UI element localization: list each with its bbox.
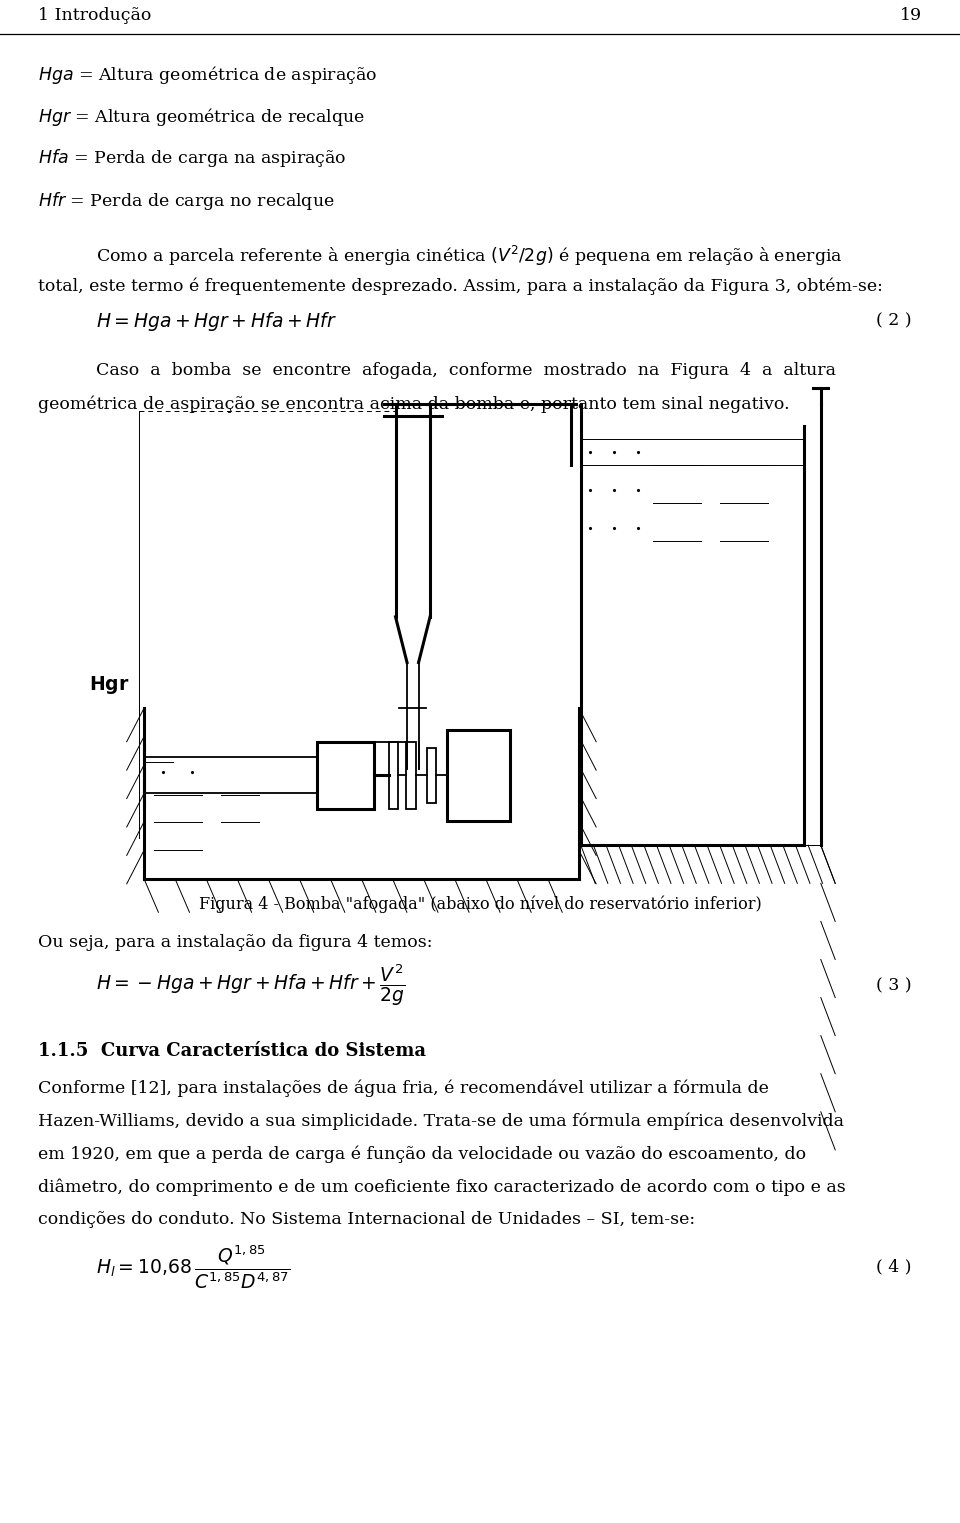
Bar bbox=[447, 730, 510, 821]
Text: Caso  a  bomba  se  encontre  afogada,  conforme  mostrado  na  Figura  4  a  al: Caso a bomba se encontre afogada, confor… bbox=[96, 362, 836, 379]
Text: ( 2 ): ( 2 ) bbox=[876, 312, 912, 330]
Text: $\mathit{Hfa}$ = Perda de carga na aspiração: $\mathit{Hfa}$ = Perda de carga na aspir… bbox=[38, 148, 347, 169]
Text: Ou seja, para a instalação da figura 4 temos:: Ou seja, para a instalação da figura 4 t… bbox=[38, 934, 433, 950]
Text: $\mathit{Hfr}$ = Perda de carga no recalque: $\mathit{Hfr}$ = Perda de carga no recal… bbox=[38, 190, 335, 212]
Bar bbox=[389, 742, 398, 809]
Text: diâmetro, do comprimento e de um coeficiente fixo caracterizado de acordo com o : diâmetro, do comprimento e de um coefici… bbox=[38, 1179, 846, 1196]
Text: Conforme [12], para instalações de água fria, é recomendável utilizar a fórmula : Conforme [12], para instalações de água … bbox=[38, 1080, 769, 1097]
Text: total, este termo é frequentemente desprezado. Assim, para a instalação da Figur: total, este termo é frequentemente despr… bbox=[38, 277, 883, 294]
Text: $H = -Hga + Hgr + Hfa + Hfr + \dfrac{V^2}{2g}$: $H = -Hga + Hgr + Hfa + Hfr + \dfrac{V^2… bbox=[96, 963, 406, 1008]
Text: $\mathit{Hga}$ = Altura geométrica de aspiração: $\mathit{Hga}$ = Altura geométrica de as… bbox=[38, 64, 377, 85]
Text: 1.1.5  Curva Característica do Sistema: 1.1.5 Curva Característica do Sistema bbox=[38, 1042, 426, 1060]
Text: ( 4 ): ( 4 ) bbox=[876, 1258, 912, 1276]
Text: $\mathbf{Hgr}$: $\mathbf{Hgr}$ bbox=[89, 675, 130, 696]
Text: $H = Hga + Hgr + Hfa + Hfr$: $H = Hga + Hgr + Hfa + Hfr$ bbox=[96, 309, 337, 334]
Text: condições do conduto. No Sistema Internacional de Unidades – SI, tem-se:: condições do conduto. No Sistema Interna… bbox=[38, 1211, 696, 1228]
Text: 19: 19 bbox=[900, 8, 922, 24]
Text: $H_l = 10{,}68\,\dfrac{Q^{1,85}}{C^{1,85}D^{4,87}}$: $H_l = 10{,}68\,\dfrac{Q^{1,85}}{C^{1,85… bbox=[96, 1243, 291, 1292]
Bar bbox=[427, 748, 436, 803]
Bar bbox=[317, 742, 374, 809]
Text: Figura 4 - Bomba "afogada" (abaixo do nível do reservatório inferior): Figura 4 - Bomba "afogada" (abaixo do ní… bbox=[199, 896, 761, 912]
Bar bbox=[406, 742, 416, 809]
Text: ( 3 ): ( 3 ) bbox=[876, 976, 912, 995]
Text: 1 Introdução: 1 Introdução bbox=[38, 8, 152, 24]
Text: em 1920, em que a perda de carga é função da velocidade ou vazão do escoamento, : em 1920, em que a perda de carga é funçã… bbox=[38, 1145, 806, 1162]
Text: Como a parcela referente à energia cinética $(V^2/2g)$ é pequena em relação à en: Como a parcela referente à energia cinét… bbox=[96, 244, 843, 268]
Text: geométrica de aspiração se encontra acima da bomba e, portanto tem sinal negativ: geométrica de aspiração se encontra acim… bbox=[38, 396, 790, 413]
Text: Hazen-Williams, devido a sua simplicidade. Trata-se de uma fórmula empírica dese: Hazen-Williams, devido a sua simplicidad… bbox=[38, 1112, 845, 1130]
Text: $\mathit{Hgr}$ = Altura geométrica de recalque: $\mathit{Hgr}$ = Altura geométrica de re… bbox=[38, 107, 366, 128]
